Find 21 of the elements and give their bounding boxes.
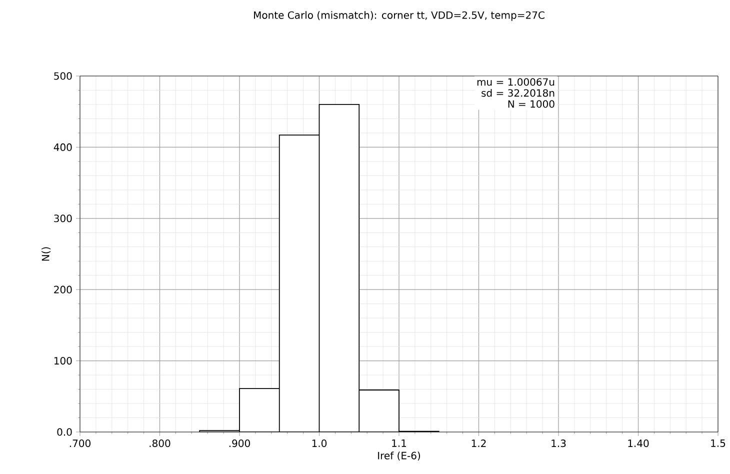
y-tick-label: 500 (54, 72, 72, 80)
y-tick-label: 100 (54, 357, 72, 365)
y-tick-label: 400 (54, 143, 72, 151)
y-axis-title: N() (42, 247, 51, 261)
x-tick-label: .900 (229, 440, 250, 448)
annotation: sd = 32.2018n (482, 89, 554, 97)
x-tick-label: .800 (150, 440, 170, 448)
x-tick-label: 1.5 (711, 440, 726, 447)
x-tick-label: 1.2 (472, 440, 486, 447)
y-tick-label: 300 (54, 214, 72, 222)
x-tick-label: .700 (70, 440, 90, 448)
x-tick-label: 1.3 (552, 440, 566, 448)
y-tick-label: 200 (54, 286, 72, 294)
annotation: mu = 1.00067u (477, 78, 554, 86)
x-tick-label: 1.0 (312, 440, 327, 448)
y-tick-label: 0.0 (57, 428, 72, 436)
annotation: N = 1000 (508, 100, 554, 108)
x-tick-label: 1.1 (392, 440, 406, 447)
x-tick-label: 1.40 (628, 440, 649, 448)
chart-title: Monte Carlo (mismatch): corner tt, VDD=2.5V, temp=27C (254, 11, 544, 21)
x-axis-title: Iref (E-6) (378, 452, 420, 461)
